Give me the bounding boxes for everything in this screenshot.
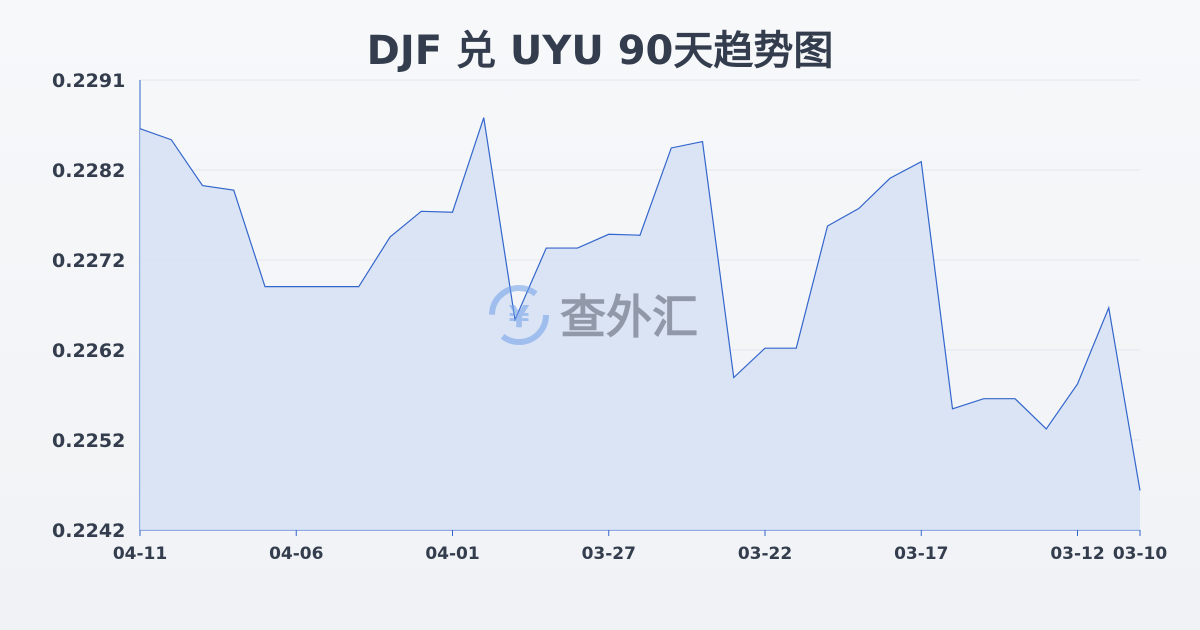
x-tick-label: 03-22 [738,544,792,564]
x-tick-label: 03-10 [1113,544,1168,564]
watermark-logo-icon [489,285,549,345]
chart-title: DJF 兑 UYU 90天趋势图 [366,28,834,74]
x-tick-label: 03-27 [582,544,636,564]
x-tick-label: 04-01 [425,544,479,564]
svg-text:¥: ¥ [509,300,530,335]
y-tick-label: 0.2272 [52,250,125,272]
area-fill [140,117,1140,530]
y-tick-label: 0.2242 [52,520,125,542]
x-tick-label: 04-11 [113,544,167,564]
y-tick-label: 0.2252 [52,430,125,452]
x-tick-label: 03-12 [1050,544,1104,564]
x-tick-label: 04-06 [269,544,323,564]
x-tick-label: 03-17 [894,544,948,564]
watermark: ¥ 查外汇 [489,285,698,345]
y-tick-label: 0.2262 [52,340,125,362]
watermark-text: 查外汇 [560,290,698,344]
y-tick-label: 0.2291 [52,70,125,92]
y-tick-label: 0.2282 [52,160,125,182]
